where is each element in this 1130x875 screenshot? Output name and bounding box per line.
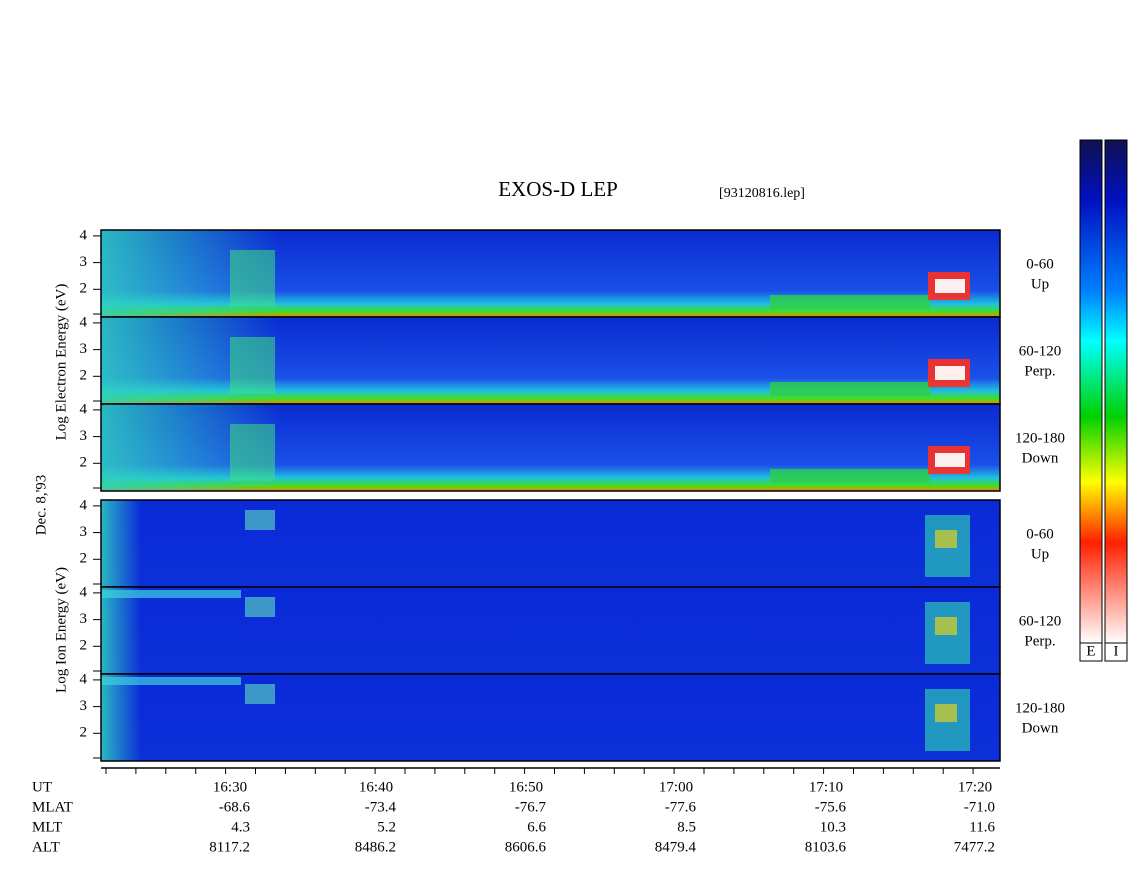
row-value: 8.5 <box>677 819 696 835</box>
y-tick-label: 2 <box>80 368 88 384</box>
row-value: 16:40 <box>359 779 393 795</box>
spectrogram-feature <box>245 684 275 704</box>
row-label: ALT <box>32 839 60 855</box>
spectrogram-feature <box>101 590 241 598</box>
row-value: -75.6 <box>815 799 847 815</box>
panel-label: 60-120 <box>1019 613 1062 629</box>
row-value: 8606.6 <box>505 839 547 855</box>
colorbar <box>1079 139 1103 644</box>
y-tick-label: 2 <box>80 551 88 567</box>
colorbar-label: I <box>1114 643 1119 659</box>
row-label: MLAT <box>32 799 73 815</box>
row-value: 4.3 <box>231 819 250 835</box>
row-value: 8486.2 <box>355 839 396 855</box>
panel-label: 120-180 <box>1015 430 1065 446</box>
panel-label: Perp. <box>1024 633 1055 649</box>
colorbar-label-box <box>1104 642 1128 662</box>
y-tick-label: 4 <box>80 497 88 513</box>
row-value: 16:50 <box>509 779 543 795</box>
spectrogram-panel <box>101 674 1000 761</box>
y-tick-label: 4 <box>80 401 88 417</box>
row-value: -68.6 <box>219 799 251 815</box>
y-tick-label: 4 <box>80 227 88 243</box>
spectrogram-feature <box>935 617 957 635</box>
spectrogram-feature <box>770 382 930 396</box>
time-axis: UT 16:30 16:40 16:50 17:00 17:10 17:20 MLAT -68.… <box>32 767 1000 855</box>
spectrogram-feature <box>770 295 930 309</box>
spectrogram-feature <box>245 510 275 530</box>
panels: 2 3 4 0-60 Up 2 3 4 60-120 Perp. 2 3 4 120-180 Down 2 3 4… <box>80 227 1065 762</box>
y-tick-label: 2 <box>80 725 88 741</box>
title: EXOS-D LEP <box>498 177 618 201</box>
spectrogram-feature <box>101 500 141 587</box>
y-tick-label: 3 <box>80 254 88 270</box>
row-value: 8117.2 <box>209 839 250 855</box>
spectrogram-feature <box>230 337 275 394</box>
y-tick-label: 4 <box>80 314 88 330</box>
spectrogram-feature <box>770 469 930 483</box>
spectrogram-feature <box>101 587 141 674</box>
row-value: 17:00 <box>659 779 693 795</box>
spectrogram-feature <box>935 366 965 380</box>
date: Dec. 8,'93 <box>33 475 49 536</box>
y-tick-label: 4 <box>80 671 88 687</box>
panel-label: 120-180 <box>1015 700 1065 716</box>
y-tick-label: 2 <box>80 455 88 471</box>
panel-label: 0-60 <box>1026 526 1054 542</box>
y-tick-label: 3 <box>80 611 88 627</box>
spectrogram-panel <box>101 500 1000 587</box>
row-value: 17:20 <box>958 779 992 795</box>
row-value: -77.6 <box>665 799 697 815</box>
row-value: -76.7 <box>515 799 547 815</box>
y-tick-label: 3 <box>80 428 88 444</box>
y-tick-label: 3 <box>80 341 88 357</box>
colorbar-label: E <box>1086 643 1095 659</box>
colorbar <box>1104 139 1128 644</box>
row-value: 5.2 <box>377 819 396 835</box>
panel-label: Perp. <box>1024 363 1055 379</box>
spectrogram-feature <box>230 424 275 481</box>
row-value: 7477.2 <box>954 839 995 855</box>
file-name: [93120816.lep] <box>719 186 805 201</box>
spectrogram-feature <box>935 453 965 467</box>
row-value: -71.0 <box>964 799 995 815</box>
spectrogram-feature <box>935 530 957 548</box>
row-value: 11.6 <box>969 819 995 835</box>
panel-border <box>100 673 1001 762</box>
spectrogram-feature <box>101 677 241 685</box>
spectrogram-feature <box>935 279 965 293</box>
row-value: 17:10 <box>809 779 843 795</box>
row-value: 8103.6 <box>805 839 847 855</box>
row-label: MLT <box>32 819 62 835</box>
ion-axis-label: Log Ion Energy (eV) <box>53 567 69 693</box>
panel-label: 0-60 <box>1026 256 1054 272</box>
panel-label: 60-120 <box>1019 343 1062 359</box>
panel-label: Down <box>1022 450 1059 466</box>
spectrogram-panel <box>101 587 1000 674</box>
row-value: 6.6 <box>527 819 546 835</box>
y-tick-label: 4 <box>80 584 88 600</box>
panel-label: Up <box>1031 546 1049 562</box>
electron-axis-label: Log Electron Energy (eV) <box>53 284 69 441</box>
spectrogram-feature <box>935 704 957 722</box>
y-tick-label: 3 <box>80 698 88 714</box>
panel-border <box>100 403 1001 492</box>
row-value: 10.3 <box>820 819 846 835</box>
panel-label: Down <box>1022 720 1059 736</box>
spectrogram-feature <box>230 250 275 307</box>
row-value: -73.4 <box>365 799 397 815</box>
y-tick-label: 2 <box>80 638 88 654</box>
spectrogram-feature <box>245 597 275 617</box>
row-value: 16:30 <box>213 779 247 795</box>
row-label: UT <box>32 779 52 795</box>
row-value: 8479.4 <box>655 839 697 855</box>
y-tick-label: 3 <box>80 524 88 540</box>
panel-label: Up <box>1031 276 1049 292</box>
colorbar-label-box <box>1079 642 1103 662</box>
spectrogram-feature <box>101 674 141 761</box>
y-tick-label: 2 <box>80 281 88 297</box>
